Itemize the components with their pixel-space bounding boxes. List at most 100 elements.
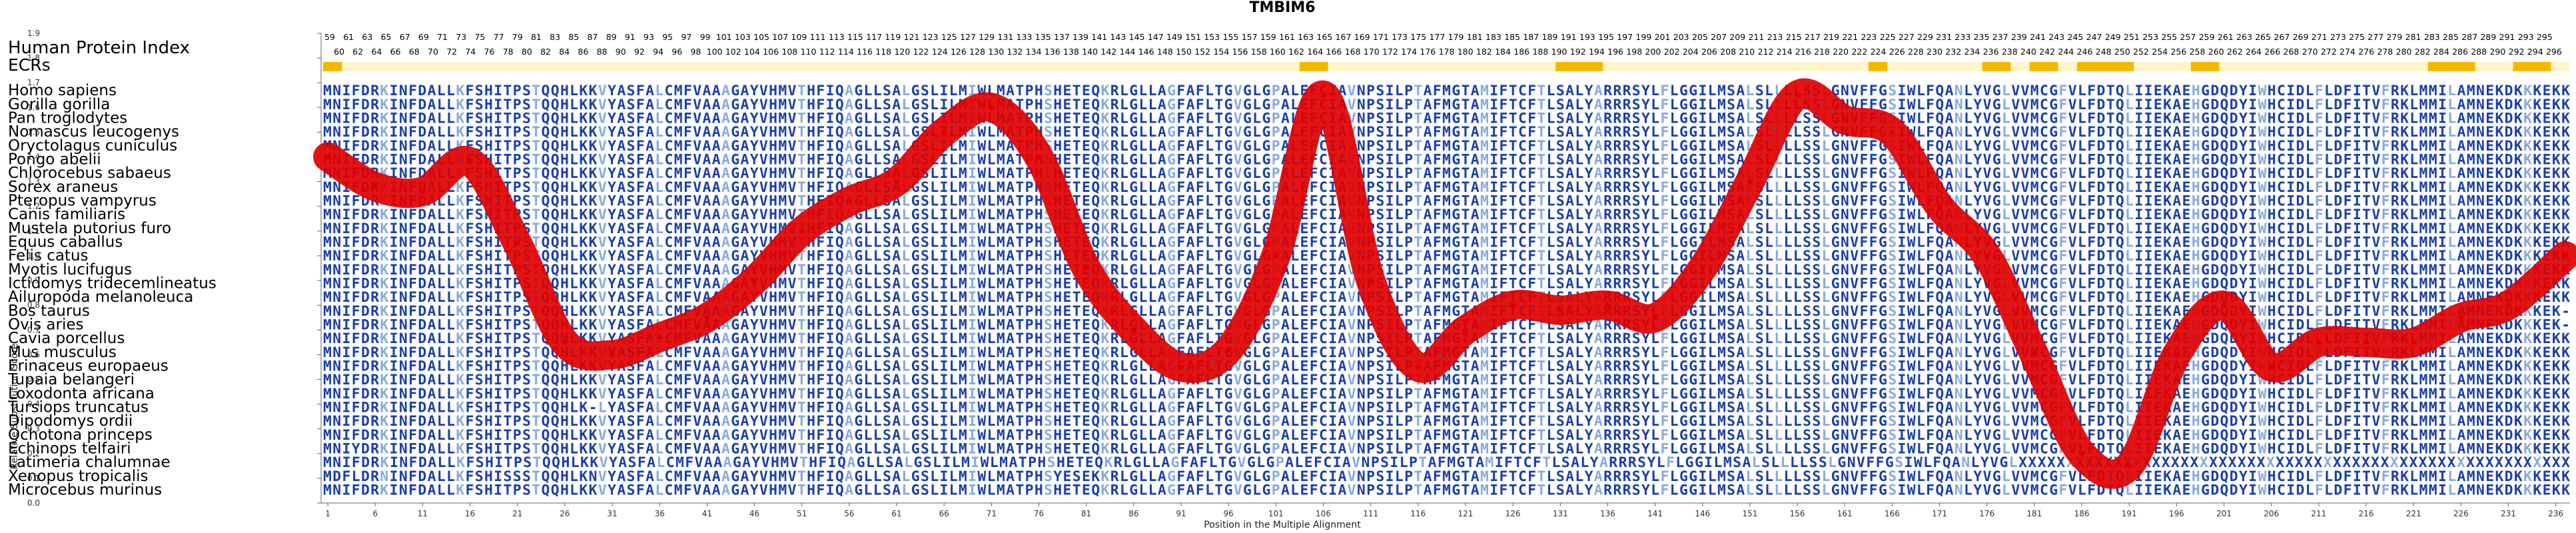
- human-index-number: 163: [1298, 32, 1314, 42]
- sequence-segment: T: [1537, 124, 1545, 141]
- human-index-number: 261: [2218, 32, 2234, 42]
- sequence-segment: LYVG: [1964, 97, 2001, 113]
- sequence-segment: A: [721, 482, 730, 498]
- sequence-segment: L: [902, 110, 911, 127]
- data-point: [2174, 352, 2180, 358]
- x-tick-label: 6: [372, 509, 378, 518]
- x-tick-label: 171: [1932, 509, 1947, 518]
- human-index-number: 259: [2199, 32, 2215, 42]
- human-index-number: 190: [1551, 47, 1567, 57]
- data-point: [1984, 253, 1990, 259]
- sequence-segment: LSALY: [1547, 97, 1593, 113]
- human-index-number: 202: [1664, 47, 1680, 57]
- x-tick-label: 81: [1081, 509, 1091, 518]
- x-tick-label: 141: [1647, 509, 1663, 518]
- human-index-number: 107: [772, 32, 788, 42]
- sequence-segment: GAYVHMV: [731, 97, 796, 113]
- sequence-segment: T: [1414, 97, 1422, 113]
- sequence-segment: L: [2447, 83, 2456, 99]
- ecr-block: [2076, 62, 2134, 71]
- sequence-segment: V: [1234, 110, 1242, 127]
- data-point: [1036, 154, 1042, 160]
- human-index-number: 167: [1336, 32, 1352, 42]
- sequence-segment: N: [1954, 482, 1963, 498]
- human-index-number: 279: [2386, 32, 2402, 42]
- species-label: Tupaia belangeri: [7, 371, 135, 388]
- sequence-segment: A: [1594, 83, 1603, 99]
- sequence-segment: T: [1414, 138, 1422, 155]
- sequence-segment: T: [797, 124, 806, 141]
- sequence-segment: L: [655, 138, 663, 155]
- y-tick-label: 0.4: [27, 400, 40, 409]
- human-index-number: 119: [885, 32, 901, 42]
- sequence-segment: A: [1594, 124, 1603, 141]
- sequence-segment: K: [380, 138, 388, 155]
- sequence-segment: IFTCF: [1490, 138, 1536, 155]
- human-index-number: 63: [362, 32, 372, 42]
- sequence-segment: L: [655, 97, 663, 113]
- human-index-number: 251: [2124, 32, 2140, 42]
- species-label: Pan troglodytes: [8, 109, 127, 127]
- human-index-number: 287: [2461, 32, 2477, 42]
- y-tick-label: 1.4: [27, 153, 40, 162]
- human-index-number: 170: [1364, 47, 1380, 57]
- data-point: [1652, 314, 1658, 320]
- species-label: Loxodonta africana: [8, 385, 155, 402]
- sequence-segment: A: [1594, 110, 1603, 127]
- chart-title: TMBIM6: [1249, 0, 1315, 16]
- human-index-number: 193: [1579, 32, 1595, 42]
- human-index-number: 192: [1570, 47, 1586, 57]
- human-index-number: 82: [540, 47, 551, 57]
- sequence-segment: A: [721, 97, 730, 113]
- data-point: [1842, 117, 1848, 123]
- sequence-segment: W: [2258, 83, 2267, 99]
- sequence-segment: T: [532, 124, 540, 141]
- sequence-segment: F: [2059, 124, 2068, 141]
- sequence-segment: P: [1272, 138, 1280, 155]
- species-label: Cavia porcellus: [8, 330, 125, 347]
- sequence-segment: H: [2192, 124, 2200, 141]
- species-label: Erinaceus europaeus: [8, 357, 169, 374]
- sequence-segment: M: [1480, 110, 1489, 127]
- sequence-segment: HETEQ: [1053, 482, 1100, 498]
- sequence-segment: W: [2258, 482, 2267, 498]
- sequence-segment: V: [598, 83, 607, 99]
- sequence-segment: L: [655, 482, 663, 498]
- data-point: [1510, 302, 1516, 308]
- sequence-segment: GAYVHMV: [731, 83, 796, 99]
- human-index-number: 276: [2358, 47, 2374, 57]
- sequence-segment: G: [1167, 110, 1176, 127]
- human-index-number: 254: [2152, 47, 2168, 57]
- human-index-number: 216: [1795, 47, 1811, 57]
- sequence-segment: VVMCG: [2011, 97, 2058, 113]
- human-index-number: 157: [1242, 32, 1258, 42]
- species-label: Chlorocebus sabaeus: [8, 165, 171, 182]
- sequence-segment: L: [902, 482, 911, 498]
- sequence-segment: T: [532, 482, 540, 498]
- sequence-segment: T: [1537, 482, 1545, 498]
- human-index-number: 133: [1017, 32, 1033, 42]
- sequence-segment: HETEQ: [1053, 124, 1100, 141]
- x-tick-label: 166: [1885, 509, 1900, 518]
- sequence-segment: L: [2002, 97, 2010, 113]
- sequence-segment: GLLSA: [854, 482, 901, 498]
- human-index-number: 139: [1073, 32, 1088, 42]
- sequence-segment: HFIQ: [807, 138, 844, 155]
- human-protein-index-label: Human Protein Index: [8, 38, 190, 58]
- human-index-number: 223: [1861, 32, 1877, 42]
- sequence-segment: F: [2059, 110, 2068, 127]
- human-index-number: 128: [969, 47, 985, 57]
- sequence-segment: KEKK: [2533, 110, 2570, 127]
- sequence-segment: P: [1272, 124, 1280, 141]
- sequence-segment: K: [380, 97, 388, 113]
- x-tick-label: 86: [1128, 509, 1138, 518]
- sequence-segment: A: [1594, 482, 1603, 498]
- sequence-segment: F: [2381, 110, 2390, 127]
- human-index-number: 224: [1871, 47, 1887, 57]
- species-label: Ailuropoda melanoleuca: [8, 288, 193, 306]
- human-index-number: 288: [2471, 47, 2487, 57]
- sequence-segment: V: [598, 482, 607, 498]
- y-tick-label: 1.2: [27, 202, 40, 211]
- data-point: [1320, 92, 1326, 98]
